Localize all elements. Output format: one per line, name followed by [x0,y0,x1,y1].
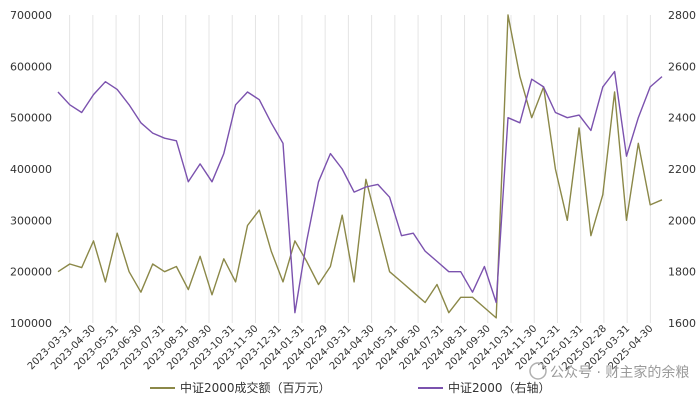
right-y-axis: 2800 2600 2400 2200 2000 1800 1600 [668,9,696,330]
watermark: 公众号 · 财主家的余粮 [529,362,689,381]
grid-lines [69,15,651,323]
legend-item-index: 中证2000（右轴） [418,380,551,395]
right-y-tick-label: 2400 [668,112,696,125]
legend-item-volume: 中证2000成交额（百万元） [150,380,331,395]
right-y-tick-label: 1800 [668,266,696,279]
right-y-tick-label: 2200 [668,163,696,176]
left-y-tick-label: 400000 [10,163,52,176]
left-y-tick-label: 600000 [10,60,52,73]
series-line-index [57,70,663,314]
left-y-tick-label: 300000 [10,214,52,227]
right-y-tick-label: 1600 [668,317,696,330]
right-y-tick-label: 2600 [668,60,696,73]
watermark-icon [529,362,547,380]
right-y-tick-label: 2800 [668,9,696,22]
left-y-tick-label: 700000 [10,9,52,22]
plot-series [57,14,663,319]
legend-label-index: 中证2000（右轴） [448,380,551,395]
left-y-tick-label: 100000 [10,317,52,330]
watermark-text: 公众号 · 财主家的余粮 [550,364,689,381]
left-y-tick-label: 500000 [10,112,52,125]
legend: 中证2000成交额（百万元） 中证2000（右轴） [150,380,551,395]
left-y-tick-label: 200000 [10,266,52,279]
legend-label-volume: 中证2000成交额（百万元） [180,380,331,395]
right-y-tick-label: 2000 [668,214,696,227]
left-y-axis: 700000 600000 500000 400000 300000 200000 1000… [10,9,52,330]
series-line-volume [57,14,663,319]
